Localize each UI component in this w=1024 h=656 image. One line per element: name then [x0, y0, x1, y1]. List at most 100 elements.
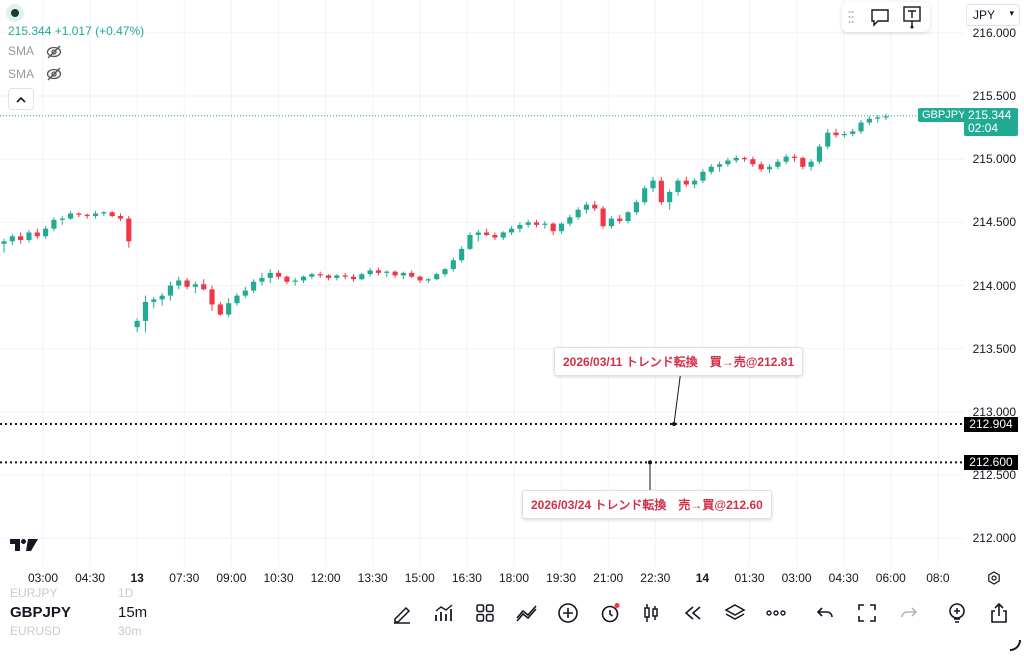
chart-type-button[interactable]	[638, 600, 664, 626]
symbol-status-icon	[6, 4, 24, 22]
candle-body	[134, 320, 140, 328]
candle-body	[484, 232, 490, 235]
legend	[6, 4, 24, 25]
horizontal-line-label[interactable]: 212.904	[964, 416, 1018, 432]
candle-body	[658, 180, 664, 203]
time-axis[interactable]: 03:00 04:30 13 07:30 09:00 10:30 12:00 13:30 15:…	[0, 566, 1024, 590]
replay-button[interactable]	[680, 600, 706, 626]
time-tick-label: 21:00	[593, 571, 624, 585]
symbol-ghost-next[interactable]: EURUSD	[10, 624, 61, 638]
candle-body	[725, 160, 731, 165]
callout-annotation-2[interactable]: 2026/03/24 トレンド転換 売→買@212.60	[522, 490, 772, 519]
add-button[interactable]	[555, 600, 581, 626]
time-tick-label: 08:0	[926, 571, 950, 585]
candle-body	[833, 132, 839, 136]
candle-body	[575, 209, 581, 218]
candle-body	[683, 180, 689, 185]
candle-body	[642, 188, 648, 203]
indicators-button[interactable]	[431, 600, 457, 626]
candle-body	[667, 192, 673, 203]
horizontal-line-label[interactable]: 212.600	[964, 455, 1018, 471]
candle-body	[325, 275, 332, 278]
eye-off-icon[interactable]	[46, 45, 62, 59]
sma-label: SMA	[8, 67, 35, 81]
candle-body	[167, 285, 173, 296]
layers-button[interactable]	[722, 600, 748, 626]
symbol-price-tag: GBPJPY	[918, 107, 970, 122]
time-tick-label: 15:00	[404, 571, 435, 585]
indicators-icon	[435, 604, 453, 621]
candle-body	[300, 276, 307, 281]
alerts-button[interactable]	[597, 600, 623, 626]
chart-area[interactable]	[0, 0, 964, 566]
symbol-name[interactable]: GBPJPY	[10, 604, 71, 621]
candle-body	[459, 248, 465, 261]
resize-corner-icon[interactable]	[1008, 638, 1022, 652]
timeframe-ghost-next: 30m	[118, 624, 142, 638]
redo-icon	[901, 607, 918, 618]
redo-button[interactable]	[896, 600, 922, 626]
candle-body	[309, 274, 315, 277]
compare-button[interactable]	[514, 600, 540, 626]
candle-body	[84, 214, 90, 217]
symbol-ghost-prev[interactable]: EURJPY	[10, 586, 58, 600]
candle-body	[558, 223, 565, 232]
candle-body	[467, 234, 473, 249]
more-button[interactable]	[763, 600, 789, 626]
time-tick-label: 16:30	[451, 571, 482, 585]
candle-body	[758, 164, 764, 170]
fullscreen-button[interactable]	[854, 600, 880, 626]
price-scale[interactable]: 216.000 215.500 215.000 214.500 214.000 213.5…	[964, 0, 1024, 566]
compare-icon	[516, 605, 537, 622]
candle-body	[26, 232, 32, 241]
candle-body	[783, 156, 789, 162]
candle-body	[59, 218, 65, 220]
timeframe-value[interactable]: 15m	[118, 604, 148, 621]
candle-body	[858, 122, 864, 132]
currency-select[interactable]: JPY ▾	[966, 4, 1020, 26]
candle-body	[592, 204, 598, 209]
sma-indicator-2[interactable]: SMA	[8, 67, 34, 81]
callout-annotation-1[interactable]: 2026/03/11 トレンド転換 買→売@212.81	[554, 347, 804, 376]
candle-body	[242, 290, 248, 296]
bar-countdown: 02:04	[968, 120, 999, 135]
share-button[interactable]	[986, 600, 1012, 626]
candle-body	[375, 270, 382, 273]
pen-icon	[394, 606, 411, 624]
layout-button[interactable]	[472, 600, 498, 626]
tradingview-logo	[10, 539, 38, 551]
time-tick-label: 18:00	[498, 571, 530, 585]
grid-icon	[476, 604, 494, 622]
candle-body	[209, 289, 215, 305]
candle-body	[500, 232, 506, 238]
candle-body	[342, 275, 348, 277]
candle-body	[384, 271, 390, 273]
candle-body	[567, 217, 573, 224]
time-tick-label: 03:00	[781, 571, 812, 585]
candle-body	[750, 159, 756, 165]
candle-body	[334, 275, 340, 278]
ideas-button[interactable]	[944, 600, 970, 626]
sma-indicator-1[interactable]: SMA	[8, 44, 34, 58]
text-note-icon[interactable]	[902, 5, 922, 29]
chevron-up-icon	[16, 96, 26, 103]
time-tick-label: 13:30	[357, 571, 388, 585]
candlestick-chart[interactable]	[0, 0, 964, 566]
undo-button[interactable]	[812, 600, 838, 626]
eye-off-icon[interactable]	[46, 67, 62, 81]
candle-body	[741, 157, 748, 160]
price-tick-label: 212.500	[972, 468, 1016, 483]
candle-body	[109, 212, 115, 217]
collapse-legend-button[interactable]	[8, 88, 34, 110]
candle-body	[583, 204, 590, 210]
time-tick-label: 09:00	[216, 571, 247, 585]
drag-handle-icon[interactable]	[848, 10, 854, 24]
comment-icon[interactable]	[870, 7, 890, 27]
fullscreen-icon	[858, 604, 876, 622]
settings-icon[interactable]	[987, 571, 1001, 585]
price-tick-label: 213.000	[972, 404, 1016, 419]
candle-body	[866, 118, 872, 123]
candle-body	[159, 295, 165, 300]
drawing-tools-button[interactable]	[389, 600, 415, 626]
callout-anchor	[648, 460, 652, 465]
